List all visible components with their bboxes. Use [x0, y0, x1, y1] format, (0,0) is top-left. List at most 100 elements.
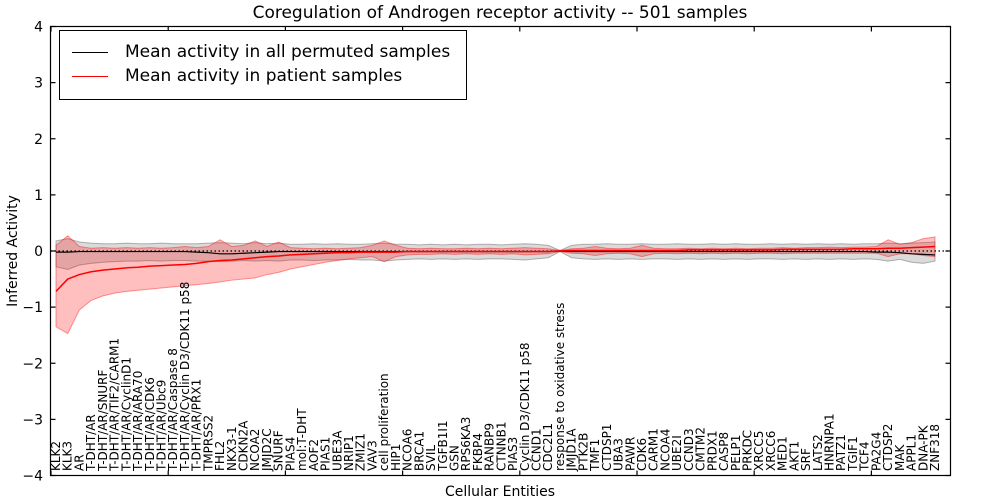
x-tick-label: RPS6KA3 [459, 417, 473, 471]
x-tick-label: T-DHT/AR/TIF2/CARM1 [108, 338, 122, 472]
x-tick-label: AKT1 [787, 441, 801, 471]
x-tick-label: NCOA4 [658, 429, 672, 471]
x-tick-label: SNURF [272, 430, 286, 471]
x-tick-label: NCOA2 [248, 429, 262, 471]
x-tick-label: CCND1 [530, 428, 544, 471]
x-tick-label: NRIP1 [342, 435, 356, 471]
x-tick-label: TGIF1 [846, 436, 860, 472]
x-tick-label: PTK2B [576, 433, 590, 471]
y-tick-label: 2 [34, 132, 43, 148]
x-tick-label: PRDX1 [705, 430, 719, 471]
x-tick-label: PRKDC [740, 430, 754, 471]
x-tick-label: BRCA1 [412, 431, 426, 471]
x-tick-label: XRCC6 [764, 431, 778, 471]
x-tick-label: UBA3 [612, 438, 626, 471]
x-tick-label: PIAS3 [506, 437, 520, 471]
x-tick-label: CDC2L1 [541, 423, 555, 471]
x-tick-label: T-DHT/AR/CDK6 [143, 377, 157, 472]
x-tick-label: MAK [893, 443, 907, 471]
x-tick-label: CDKN2A [237, 420, 251, 471]
x-tick-label: CASP8 [717, 432, 731, 471]
legend-entry-patient: Mean activity in patient samples [72, 66, 450, 86]
x-tick-label: LATS2 [811, 434, 825, 471]
confidence-bands [55, 235, 936, 335]
x-tick-label: SRF [799, 448, 813, 471]
y-tick-label: 4 [34, 20, 43, 36]
permuted-band [55, 238, 936, 271]
x-tick-label: T-DHT/AR/ARA70 [131, 371, 145, 472]
x-tick-label: PIAS1 [319, 437, 333, 471]
x-tick-label: T-DHT/AR/CyclinD1 [119, 357, 133, 472]
x-tick-label: UBE2I [670, 435, 684, 471]
x-tick-label: VAV3 [365, 440, 379, 471]
patient-mean-line [55, 245, 936, 292]
x-tick-label: HNRNPA1 [823, 413, 837, 471]
axis-ticks: −4 −3 −2 −1 0 1 2 3 4 [22, 20, 951, 485]
x-tick-label: response to oxidative stress [553, 303, 567, 471]
x-tick-label: PAWR [623, 437, 637, 471]
x-tick-label: T-DHT/AR/Caspase 8 [166, 348, 180, 472]
x-tick-label: XRCC5 [752, 431, 766, 471]
legend-label-patient: Mean activity in patient samples [125, 66, 403, 86]
x-tick-label: T-DHT/AR/SNURF [96, 370, 110, 473]
legend-entry-permuted: Mean activity in all permuted samples [72, 42, 450, 62]
x-tick-label: TMF1 [588, 439, 602, 472]
x-tick-label: ZNF318 [928, 424, 942, 471]
x-tick-label: HIP1 [389, 444, 403, 471]
x-tick-label: CTDSP1 [600, 424, 614, 471]
x-tick-label: T-DHT/AR [84, 414, 98, 472]
y-tick-label: −3 [22, 412, 43, 428]
x-tick-label: ZMIZ1 [354, 433, 368, 471]
x-tick-label: AOF2 [307, 439, 321, 471]
x-tick-label: PELP1 [729, 435, 743, 471]
y-tick-label: −1 [22, 300, 43, 316]
permuted-line-swatch [72, 51, 108, 53]
x-axis-label: Cellular Entities [444, 484, 556, 500]
x-tick-label: DNA-PK [916, 424, 930, 471]
x-tick-label: TGFB1I1 [436, 420, 450, 472]
x-tick-label: UBE3A [330, 430, 344, 471]
x-tick-label: CCND3 [682, 428, 696, 471]
x-tick-label: KLK2 [49, 441, 63, 471]
y-tick-label: −2 [22, 356, 43, 372]
x-tick-label: CTDSP2 [881, 424, 895, 471]
x-tick-label: KLK3 [61, 441, 75, 471]
x-tick-label: PATZ1 [834, 434, 848, 471]
x-tick-label: MED1 [776, 436, 790, 471]
patient-band [55, 235, 936, 335]
legend: Mean activity in all permuted samples Me… [59, 30, 468, 100]
x-tick-label: CDK6 [635, 438, 649, 471]
x-tick-label: TCF4 [858, 441, 872, 472]
x-tick-label: NCOA6 [401, 429, 415, 471]
x-tick-label: PA2G4 [869, 432, 883, 471]
x-tick-label: JMJD1A [565, 428, 579, 472]
x-tick-label: FHL2 [213, 441, 227, 471]
x-tick-label: APPL1 [905, 434, 919, 471]
x-tick-label: AR [72, 454, 86, 471]
x-tick-label: FKBP4 [471, 433, 485, 471]
chart-title: Coregulation of Androgen receptor activi… [252, 3, 748, 23]
x-tick-label: CMTM2 [694, 427, 708, 471]
x-tick-label: mol:T-DHT [295, 408, 309, 471]
y-tick-label: −4 [22, 469, 43, 485]
x-tick-label: Cyclin D3/CDK11 p58 [518, 342, 532, 471]
x-tick-label: cell proliferation [377, 373, 391, 471]
x-tick-label: T-DHT/AR/Ubc9 [154, 380, 168, 472]
x-tick-labels: KLK2KLK3ART-DHT/ART-DHT/AR/SNURFT-DHT/AR… [49, 282, 942, 472]
patient-line-swatch [72, 75, 108, 77]
y-tick-label: 1 [34, 188, 43, 204]
x-tick-label: PIAS4 [283, 437, 297, 471]
y-axis-label: Inferred Activity [5, 195, 21, 307]
x-tick-label: GSN [447, 445, 461, 471]
y-tick-label: 3 [34, 76, 43, 92]
x-tick-label: T-DHT/AR/PRX1 [190, 379, 204, 472]
legend-label-permuted: Mean activity in all permuted samples [125, 42, 451, 62]
x-tick-label: SVIL [424, 445, 438, 471]
x-tick-label: TMPRSS2 [201, 415, 215, 472]
mean-lines [55, 245, 936, 292]
x-tick-label: RANBP9 [483, 423, 497, 471]
x-tick-label: NKX3-1 [225, 426, 239, 471]
x-tick-label: CTNNB1 [494, 421, 508, 471]
